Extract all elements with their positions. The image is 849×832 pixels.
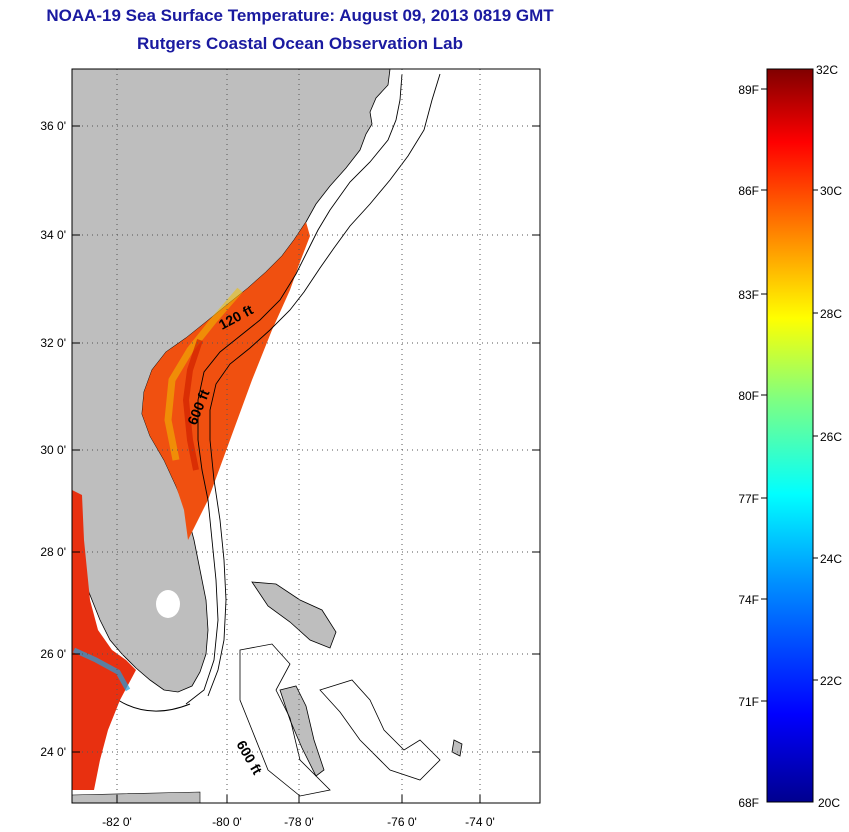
land-small-island: [451, 739, 463, 757]
sst-swath-atlantic: [142, 222, 310, 540]
colorbar-ticks: [761, 88, 818, 702]
map-title: NOAA-19 Sea Surface Temperature: August …: [46, 6, 554, 25]
map-ticks: [72, 125, 540, 803]
colorbar-label-c: 22C: [820, 674, 842, 688]
lon-label: -82 0': [102, 815, 132, 829]
colorbar-label-f: 74F: [738, 593, 759, 607]
sst-swath-gulf: [72, 490, 136, 790]
lat-label: 34 0': [40, 228, 66, 242]
land-little-bahama-bank: [251, 581, 337, 649]
map-grid: [72, 69, 540, 803]
lon-label: -76 0': [387, 815, 417, 829]
colorbar-label-c: 20C: [818, 796, 840, 810]
colorbar-label-f: 68F: [738, 796, 759, 810]
colorbar-label-f: 89F: [738, 83, 759, 97]
lat-label: 26 0': [40, 647, 66, 661]
colorbar-label-c: 24C: [820, 552, 842, 566]
sst-warm-band: [164, 287, 243, 461]
lat-label: 24 0': [40, 745, 66, 759]
contour-deep: [207, 73, 441, 697]
colorbar-label-c: 28C: [820, 307, 842, 321]
colorbar-label-f: 86F: [738, 184, 759, 198]
contour-600ft: [185, 73, 403, 705]
colorbar-label-c: 30C: [820, 184, 842, 198]
colorbar: [766, 68, 814, 803]
lake-okeechobee: [156, 590, 180, 618]
colorbar-label-c: 32C: [816, 63, 838, 77]
lat-label: 32 0': [40, 336, 66, 350]
map-subtitle: Rutgers Coastal Ocean Observation Lab: [137, 34, 463, 53]
sst-cool-band: [72, 647, 131, 692]
land-andros: [279, 685, 325, 777]
land-cuba: [72, 791, 201, 803]
florida-keys: [117, 699, 191, 712]
lon-label: -74 0': [465, 815, 495, 829]
bathymetry-exuma: [319, 679, 441, 781]
colorbar-label-f: 83F: [738, 288, 759, 302]
map-frame: [71, 68, 541, 804]
lat-label: 30 0': [40, 443, 66, 457]
lat-label: 36 0': [40, 119, 66, 133]
colorbar-label-f: 80F: [738, 389, 759, 403]
lon-label: -80 0': [212, 815, 242, 829]
colorbar-label-f: 77F: [738, 492, 759, 506]
bathymetry-great-bahama-bank: [239, 643, 331, 797]
colorbar-label-c: 26C: [820, 430, 842, 444]
lat-label: 28 0': [40, 545, 66, 559]
colorbar-label-f: 71F: [738, 695, 759, 709]
lon-label: -78 0': [284, 815, 314, 829]
